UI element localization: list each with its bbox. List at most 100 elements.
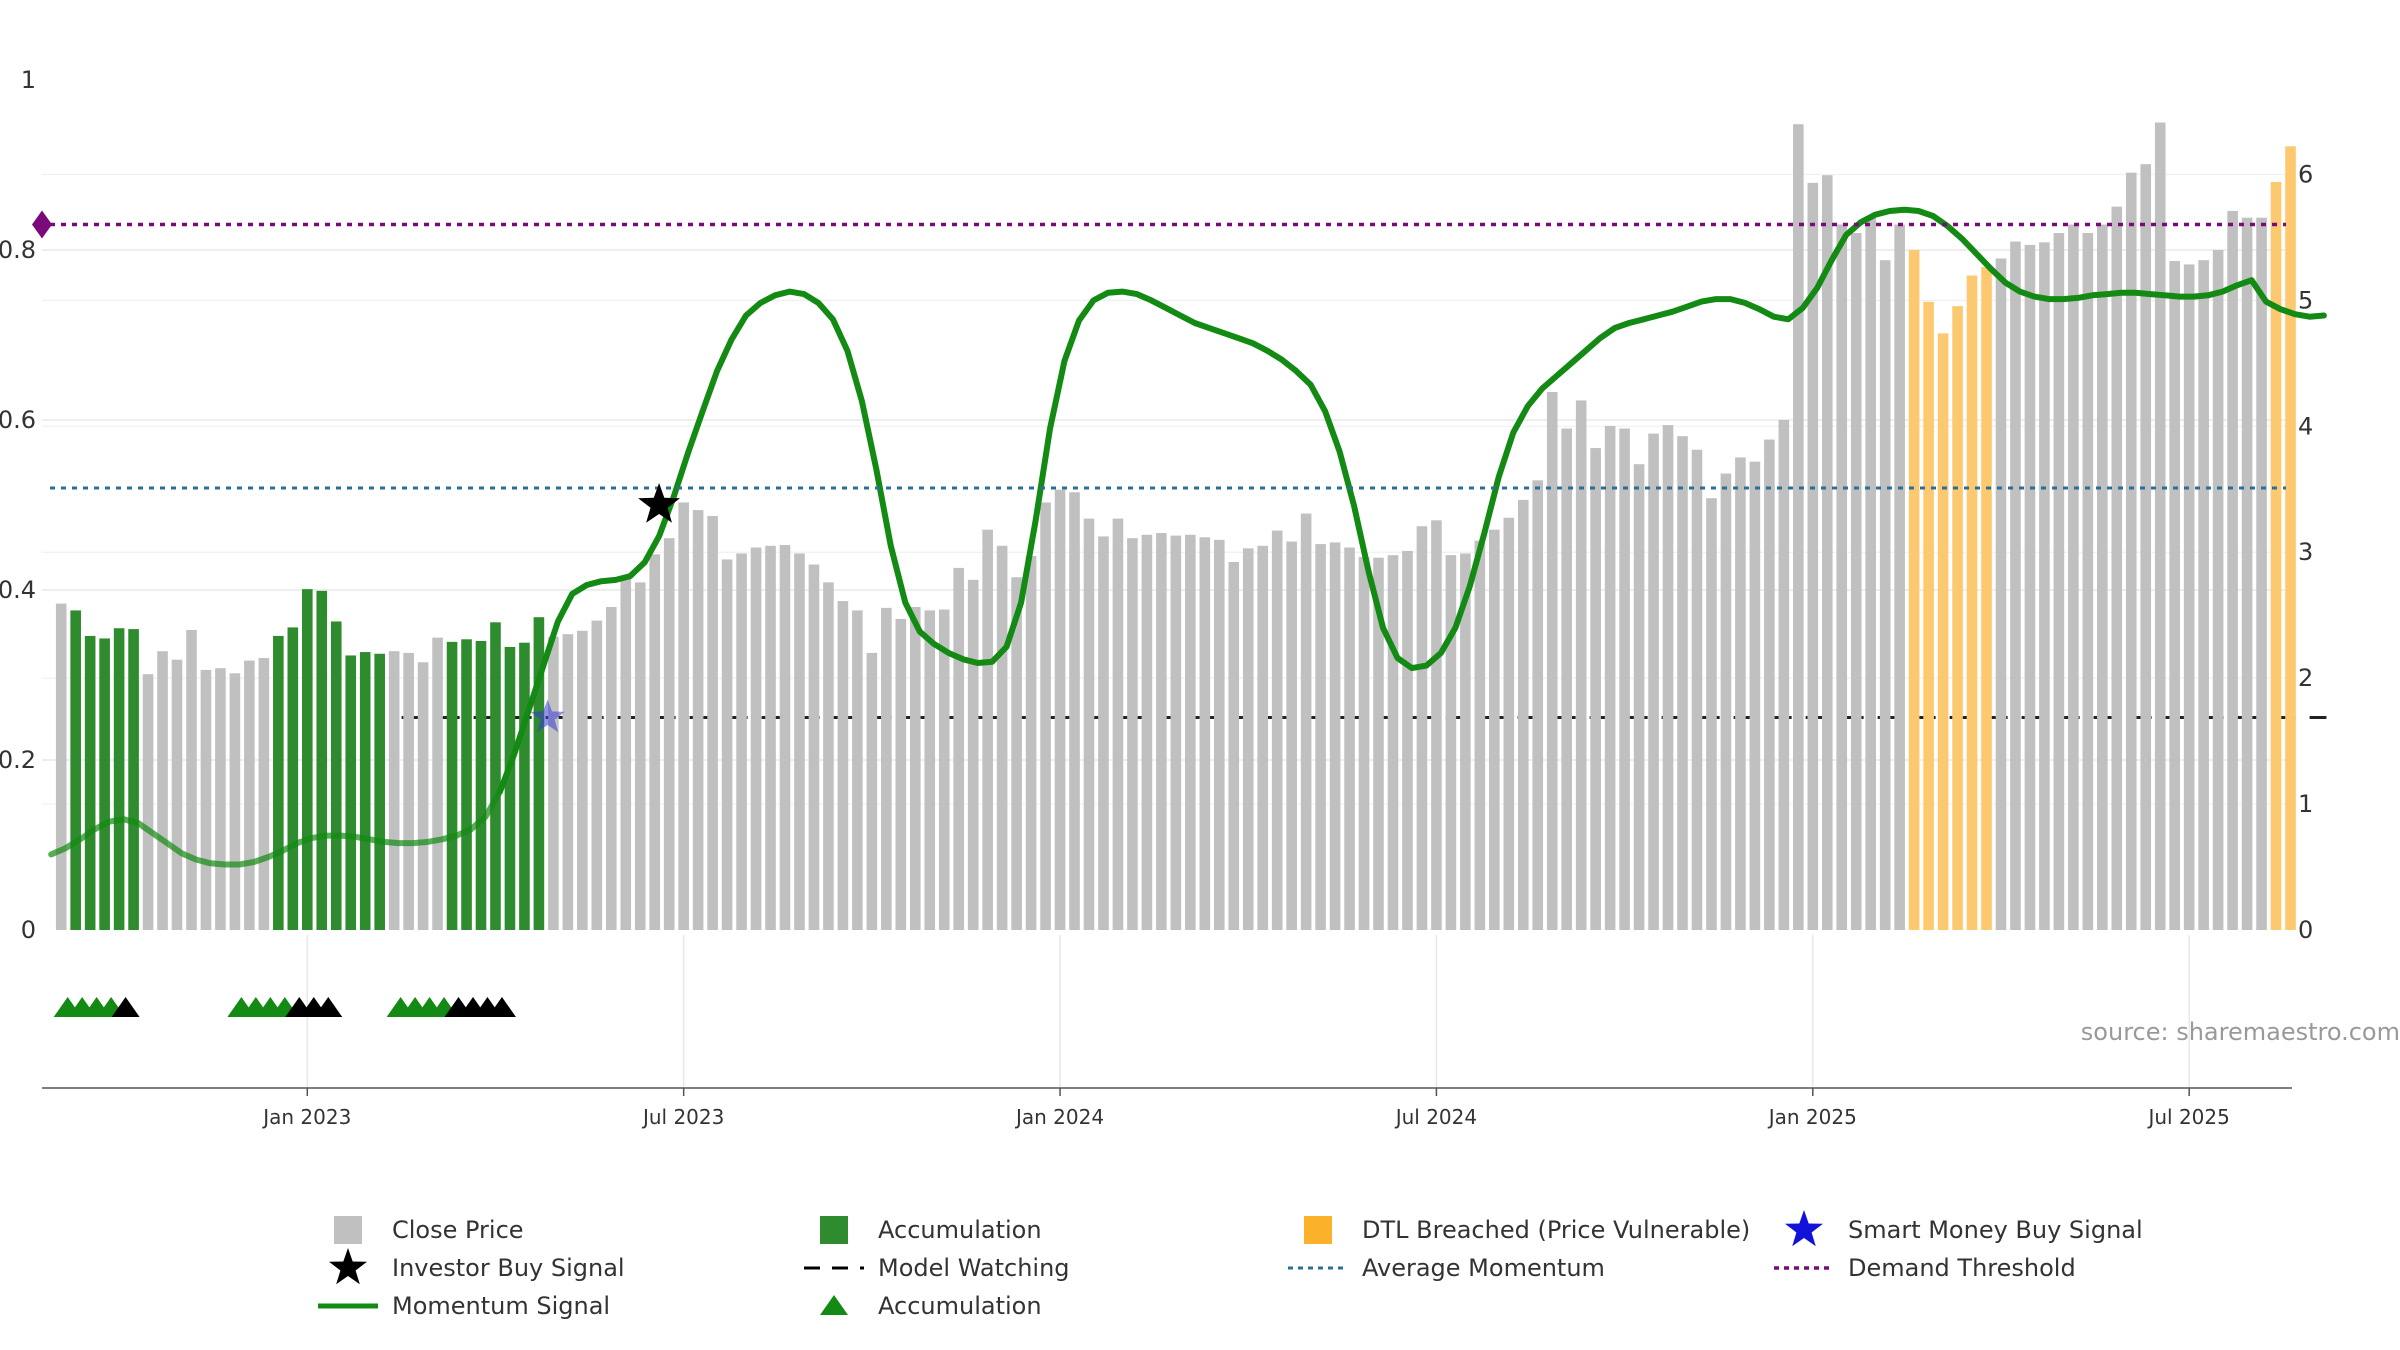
legend-icon-investor-star (329, 1248, 367, 1285)
close-price-bar (736, 553, 747, 930)
x-tick-label: Jan 2025 (1767, 1105, 1857, 1129)
accumulation-bar (330, 621, 342, 930)
legend-label: Accumulation (878, 1216, 1042, 1244)
close-price-bar (157, 651, 168, 930)
legend-label: Demand Threshold (1848, 1254, 2076, 1282)
close-price-bar (1720, 473, 1732, 930)
close-price-bar (142, 674, 154, 930)
close-price-bar (1677, 436, 1688, 930)
close-price-bar (1778, 420, 1790, 930)
close-price-bar (2198, 260, 2209, 930)
legend-item: Demand Threshold (1774, 1254, 2076, 1282)
close-price-bar (1040, 502, 1051, 930)
close-price-bar (1821, 175, 1833, 930)
smart-money-buy-signal-star (530, 699, 565, 733)
close-price-bar (171, 659, 183, 930)
close-price-bar (1286, 541, 1297, 930)
close-price-bar (1098, 536, 1109, 930)
close-price-bar (562, 634, 574, 930)
accumulation-bar (70, 610, 81, 930)
close-price-bar (1300, 513, 1312, 930)
x-tick-label: Jan 2024 (1014, 1105, 1104, 1129)
close-price-bar (649, 554, 661, 930)
close-price-bar (2097, 224, 2108, 930)
close-price-bars (55, 122, 2296, 931)
legend: Close Price Accumulation DTL Breached (Pri… (318, 1210, 2143, 1320)
legend-icon-smart-money-star (1785, 1210, 1823, 1247)
close-price-bar (1662, 425, 1674, 930)
close-price-bar (1836, 224, 1848, 930)
close-price-bar (1185, 534, 1196, 930)
x-tick-label: Jul 2023 (641, 1105, 724, 1129)
close-price-bar (2024, 244, 2036, 930)
legend-item: Average Momentum (1288, 1254, 1605, 1282)
legend-item: Accumulation (820, 1292, 1042, 1320)
legend-swatch-accumulation (820, 1216, 848, 1244)
accumulation-bar (128, 629, 139, 930)
close-price-bar (1344, 547, 1355, 930)
accumulation-bar (99, 638, 110, 930)
legend-swatch-dtl-breached (1304, 1216, 1332, 1244)
accumulation-bar (490, 622, 501, 930)
close-price-bar (1474, 540, 1486, 930)
buy-signals (530, 483, 680, 733)
close-price-bar (1127, 538, 1138, 930)
close-price-bar (1069, 492, 1080, 930)
close-price-bar (707, 516, 718, 930)
dtl-breached-bar (1981, 267, 1992, 930)
close-price-bar (1517, 499, 1529, 930)
dtl-breached-bar (1952, 306, 1963, 931)
accumulation-bar (345, 655, 357, 930)
close-price-bar (1358, 556, 1370, 930)
close-price-bar (1619, 428, 1630, 930)
y-right-tick-label: 6 (2298, 160, 2313, 188)
y-left-tick-label: 0.8 (0, 236, 36, 264)
close-price-bar (2140, 164, 2152, 930)
close-price-bar (1995, 258, 2007, 930)
close-price-bar (909, 607, 921, 930)
close-price-bar (1793, 124, 1804, 930)
close-price-bar (1648, 433, 1659, 930)
close-price-bar (403, 652, 414, 930)
legend-label: Average Momentum (1362, 1254, 1605, 1282)
legend-item: Accumulation (820, 1216, 1042, 1244)
close-price-bar (634, 582, 646, 930)
accumulation-bar (84, 635, 96, 930)
y-right-tick-label: 1 (2298, 790, 2313, 818)
dtl-breached-bar (1966, 275, 1978, 930)
close-price-bar (1011, 577, 1022, 930)
accumulation-bar (533, 617, 545, 930)
close-price-bar (1691, 449, 1703, 930)
legend-label: Close Price (392, 1216, 524, 1244)
accumulation-bar (316, 590, 328, 930)
close-price-bar (1735, 457, 1746, 930)
close-price-bar (1706, 498, 1717, 930)
legend-label: Smart Money Buy Signal (1848, 1216, 2143, 1244)
close-price-bar (2169, 261, 2180, 930)
close-price-bar (1025, 556, 1037, 930)
close-price-bar (1083, 518, 1095, 930)
close-price-bar (258, 658, 270, 930)
dtl-breached-bar (1908, 250, 1920, 930)
dtl-breached-bar (2285, 146, 2296, 931)
close-price-bar (678, 502, 689, 930)
close-price-bar (1604, 425, 1616, 930)
close-price-bar (1112, 518, 1124, 930)
legend-label: DTL Breached (Price Vulnerable) (1362, 1216, 1750, 1244)
accumulation-bar (287, 627, 299, 930)
close-price-bar (417, 662, 429, 930)
close-price-bar (1199, 537, 1211, 930)
legend-item: Momentum Signal (318, 1292, 610, 1320)
y-left-tick-label: 1 (21, 66, 36, 94)
close-price-bar (1807, 182, 1819, 931)
close-price-bar (1156, 533, 1167, 930)
close-price-bar (1865, 216, 1876, 930)
close-price-bar (1532, 480, 1544, 930)
close-price-bar (1850, 233, 1862, 930)
close-price-bar (1431, 520, 1442, 930)
close-price-bar (924, 610, 936, 930)
close-price-bar (577, 630, 588, 930)
accumulation-bar (359, 652, 371, 930)
close-price-bar (852, 610, 863, 930)
